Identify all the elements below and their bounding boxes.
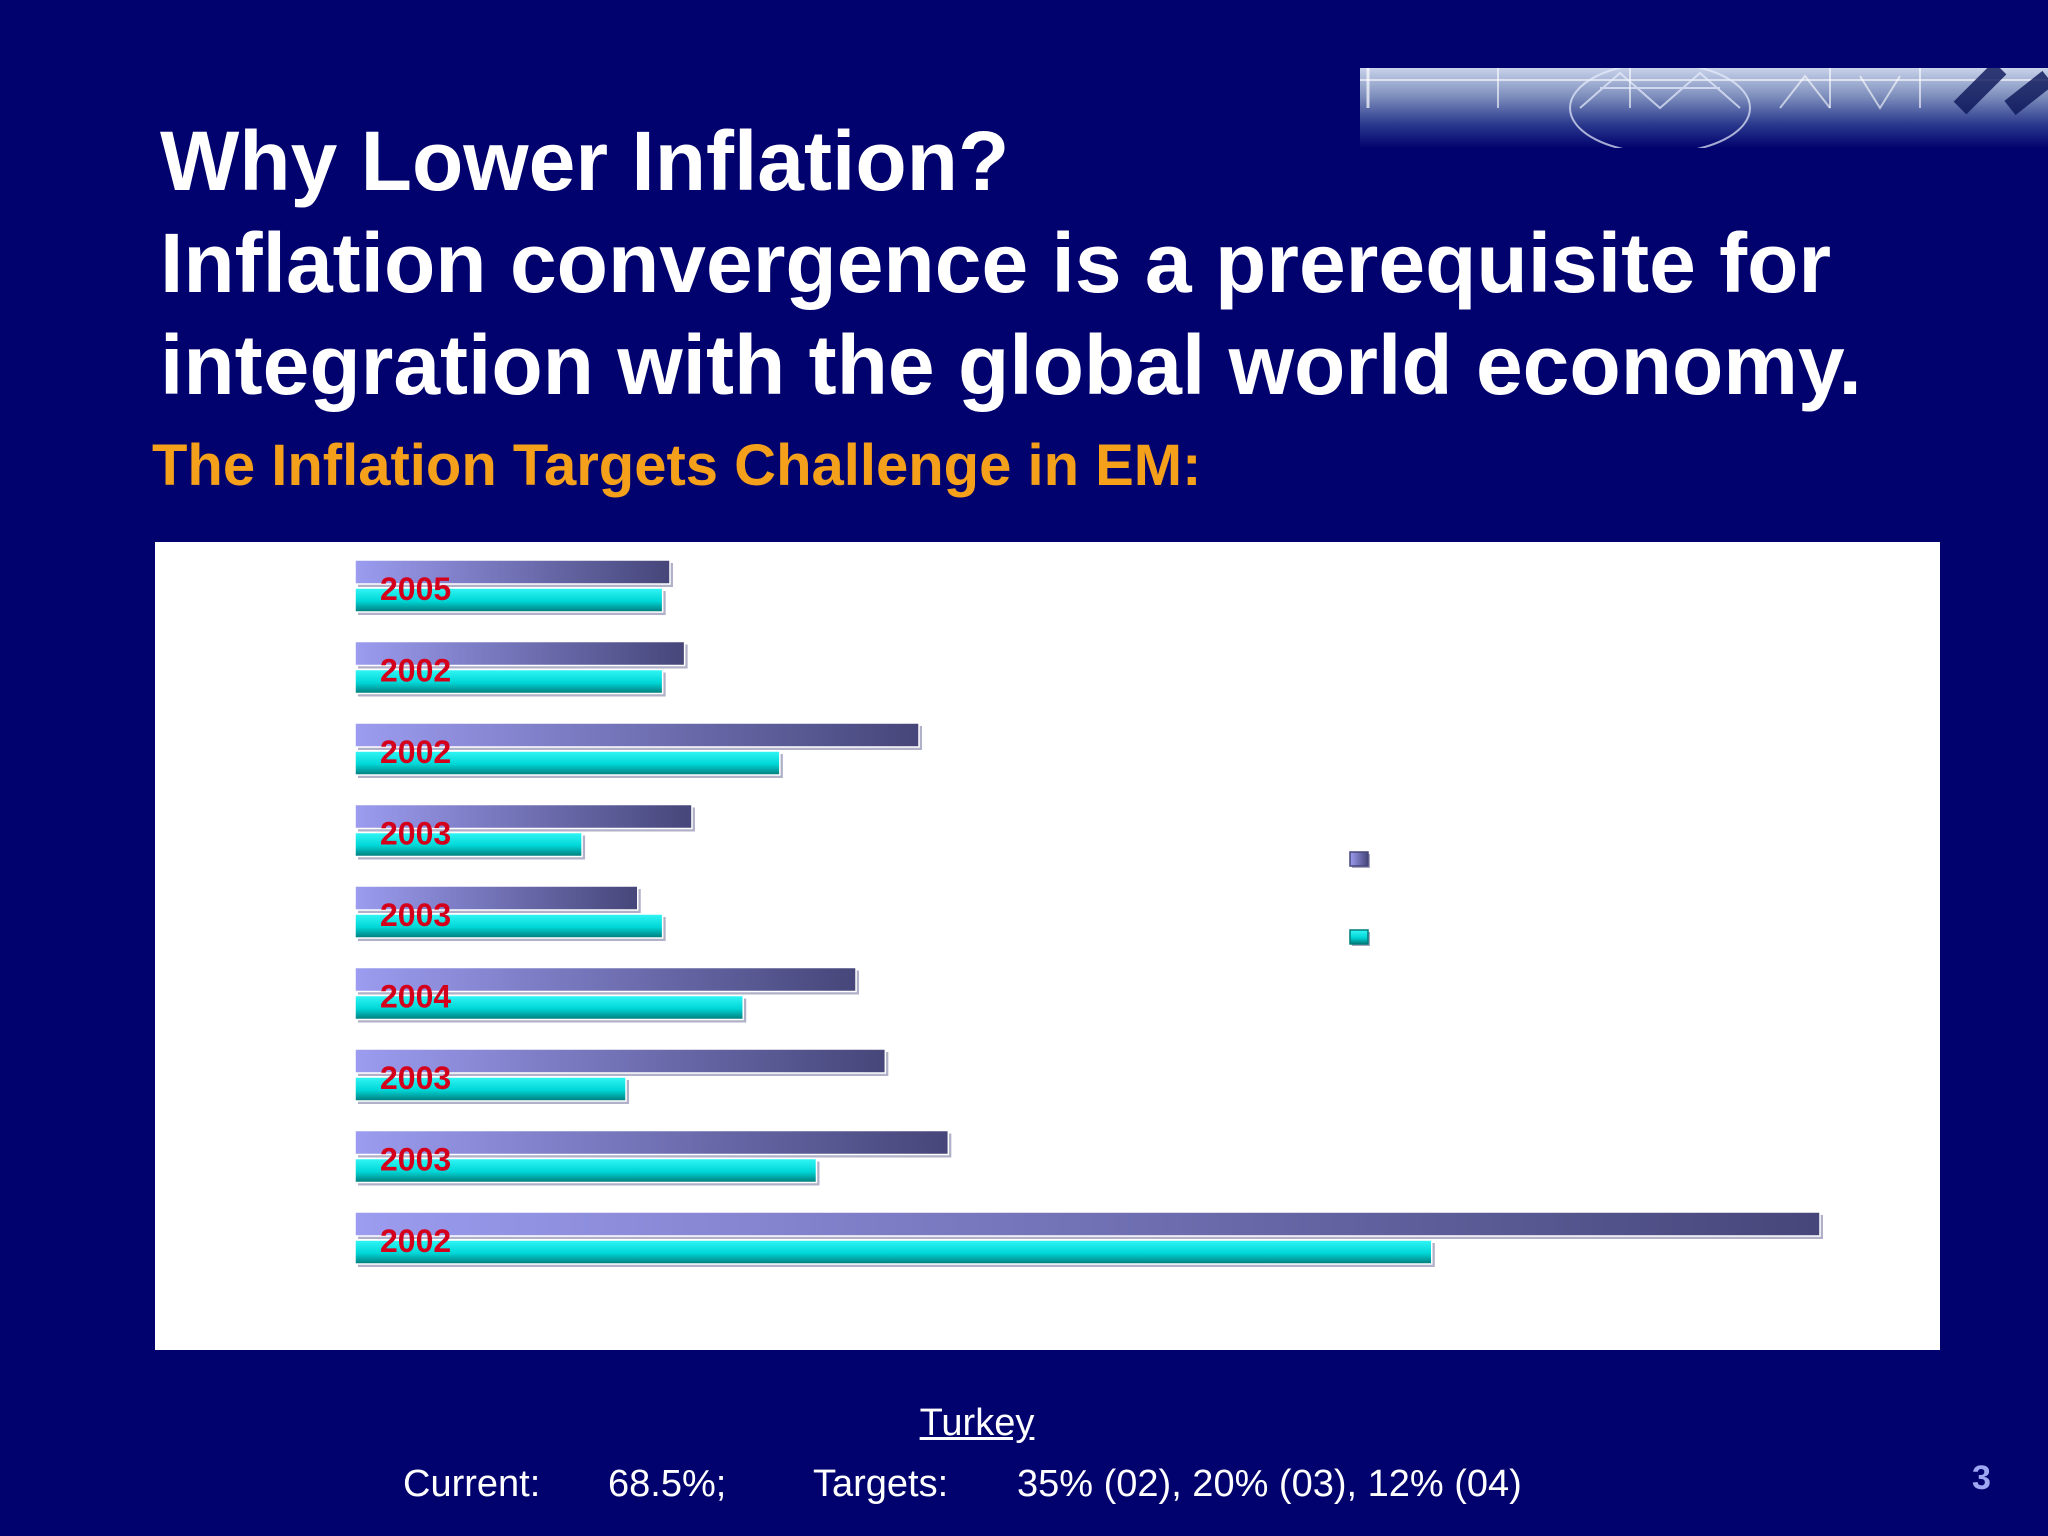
bar-series-2-8 xyxy=(354,1157,818,1184)
bar-chart-panel: 2005 2002 2002 2003 2003 2004 2003 2003 2002 xyxy=(155,542,1940,1350)
bar-series-2-2 xyxy=(354,668,664,695)
title-line-1: Why Lower Inflation? xyxy=(160,114,1010,208)
bar-series-2-4 xyxy=(354,831,583,858)
caption-country: Turkey xyxy=(919,1402,1035,1444)
bar-series-1-5 xyxy=(354,885,639,911)
bar-series-1-4 xyxy=(354,803,693,830)
year-label-7: 2003 xyxy=(380,1060,451,1096)
year-label-6: 2004 xyxy=(380,979,451,1015)
bar-series-1-6 xyxy=(354,966,857,993)
title-line-2: Inflation convergence is a prerequisite … xyxy=(160,216,1832,310)
caption-current-label: Current: xyxy=(403,1463,541,1505)
page-number: 3 xyxy=(1972,1459,1991,1497)
bar-series-1-9 xyxy=(354,1211,1821,1237)
year-label-9: 2002 xyxy=(380,1223,451,1259)
globe-network-graphic xyxy=(1360,68,2048,148)
bar-series-2-1 xyxy=(354,587,664,613)
year-label-5: 2003 xyxy=(380,897,451,933)
bar-series-2-9 xyxy=(354,1239,1433,1265)
bar-series-2-6 xyxy=(354,994,744,1021)
year-label-3: 2002 xyxy=(380,734,451,770)
bar-chart: 2005 2002 2002 2003 2003 2004 2003 2003 2002 xyxy=(354,559,1823,1267)
caption-current-value: 68.5%; xyxy=(608,1463,727,1505)
year-label-2: 2002 xyxy=(380,653,451,689)
title-line-3: integration with the global world econom… xyxy=(160,318,1862,412)
bar-series-1-8 xyxy=(354,1129,950,1156)
legend-swatch-series-1 xyxy=(1349,851,1369,867)
year-label-4: 2003 xyxy=(380,816,451,852)
legend-swatch-series-2 xyxy=(1349,929,1369,945)
year-label-8: 2003 xyxy=(380,1142,451,1178)
caption-targets-value: 35% (02), 20% (03), 12% (04) xyxy=(1017,1463,1522,1505)
year-label-1: 2005 xyxy=(380,571,451,607)
bar-series-2-3 xyxy=(354,750,781,776)
bar-series-1-2 xyxy=(354,640,686,667)
bar-series-1-1 xyxy=(354,559,671,585)
slide-title: Why Lower Inflation? Inflation convergen… xyxy=(160,110,2010,416)
bar-series-1-3 xyxy=(354,722,920,748)
bar-series-2-7 xyxy=(354,1076,627,1102)
bar-series-2-5 xyxy=(354,913,664,939)
caption-targets-label: Targets: xyxy=(813,1463,949,1505)
bar-series-1-7 xyxy=(354,1048,887,1074)
header-banner-image xyxy=(1360,68,2048,148)
slide-subtitle: The Inflation Targets Challenge in EM: xyxy=(152,433,1202,498)
